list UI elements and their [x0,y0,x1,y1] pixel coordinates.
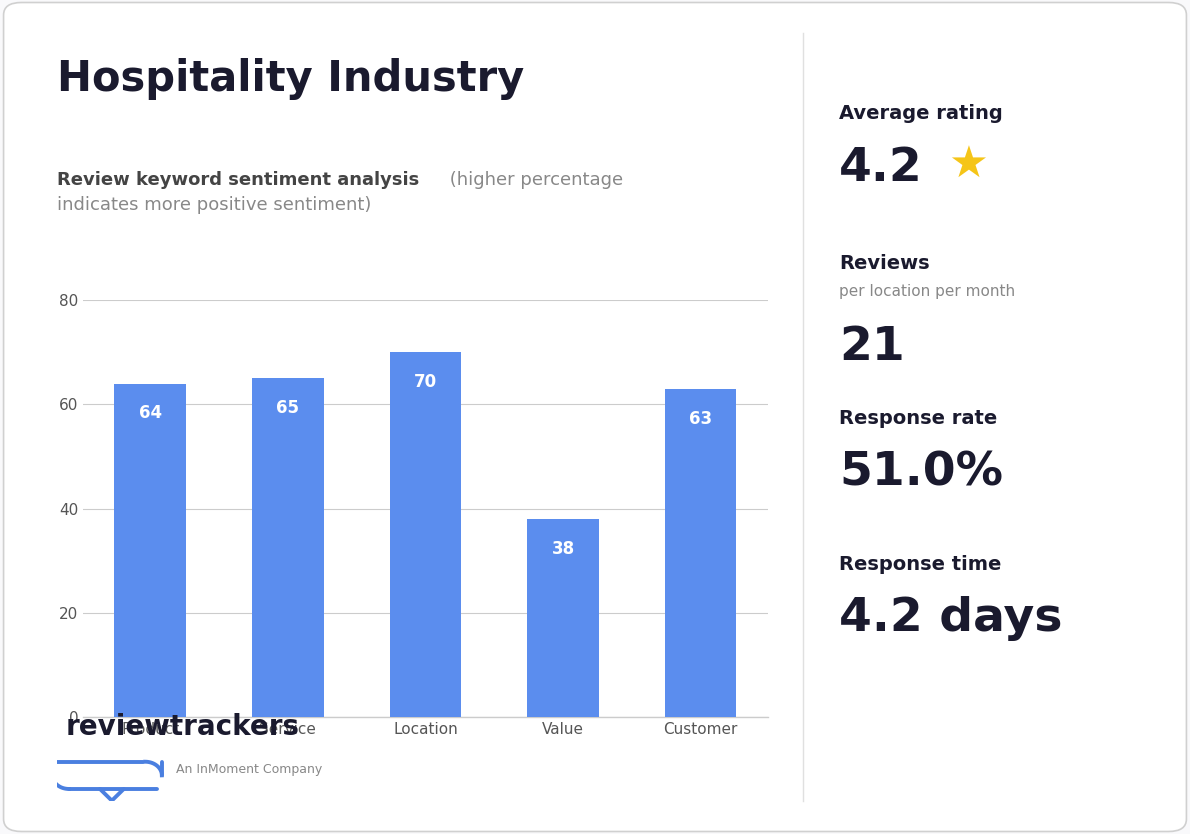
Text: ★: ★ [948,143,989,187]
Text: (higher percentage: (higher percentage [444,171,624,189]
Bar [252,379,324,717]
Text: per location per month: per location per month [839,284,1015,299]
Text: 38: 38 [551,540,575,558]
Text: 64: 64 [138,404,162,423]
Bar [389,353,462,717]
Bar [665,389,737,717]
Text: Hospitality Industry: Hospitality Industry [57,58,525,100]
Text: An InMoment Company: An InMoment Company [176,763,322,776]
Text: 70: 70 [414,374,437,391]
Text: Reviews: Reviews [839,254,929,274]
Text: 63: 63 [689,409,713,428]
Text: Review keyword sentiment analysis: Review keyword sentiment analysis [57,171,419,189]
Text: 4.2: 4.2 [839,146,922,191]
Bar [527,519,599,717]
FancyBboxPatch shape [4,3,1186,831]
Text: 21: 21 [839,325,904,370]
Text: Average rating: Average rating [839,104,1003,123]
Text: 51.0%: 51.0% [839,450,1003,495]
Text: indicates more positive sentiment): indicates more positive sentiment) [57,196,371,214]
Text: 4.2 days: 4.2 days [839,596,1063,641]
Text: 65: 65 [276,399,300,417]
Text: Response time: Response time [839,555,1001,574]
Text: Response rate: Response rate [839,409,997,428]
Bar [114,384,186,717]
Text: reviewtrackers: reviewtrackers [65,713,300,741]
